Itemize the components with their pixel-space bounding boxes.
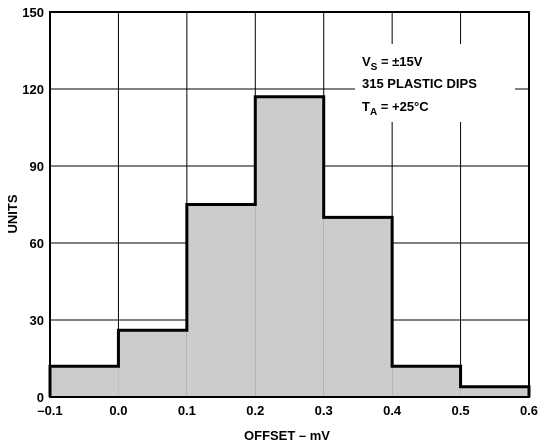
- x-tick-label: 0.3: [315, 403, 333, 418]
- y-tick-label: 30: [30, 313, 44, 328]
- histogram-bar: [392, 366, 461, 397]
- histogram-bar: [186, 204, 256, 397]
- x-tick-labels: –0.1 0.0 0.1 0.2 0.3 0.4 0.5 0.6: [37, 403, 538, 418]
- annotation-sample-count: 315 PLASTIC DIPS: [362, 76, 477, 91]
- y-tick-label: 120: [22, 82, 44, 97]
- y-axis-label: UNITS: [5, 194, 20, 233]
- histogram-bars: [48, 95, 531, 397]
- annotation-supply-voltage: VS = ±15V: [362, 54, 423, 73]
- x-tick-label: 0.0: [109, 403, 127, 418]
- x-tick-label: –0.1: [37, 403, 62, 418]
- annotation-box: VS = ±15V 315 PLASTIC DIPS TA = +25°C: [355, 44, 515, 122]
- x-tick-label: 0.2: [246, 403, 264, 418]
- y-tick-label: 60: [30, 236, 44, 251]
- annotation-temperature: TA = +25°C: [362, 99, 429, 118]
- histogram-bar: [50, 366, 119, 397]
- y-tick-label: 90: [30, 159, 44, 174]
- histogram-bar: [323, 217, 393, 397]
- x-axis-label: OFFSET – mV: [244, 428, 330, 443]
- x-tick-label: 0.1: [178, 403, 196, 418]
- y-tick-label: 150: [22, 5, 44, 20]
- histogram-bar: [255, 96, 324, 397]
- y-tick-labels: 0 30 60 90 120 150: [22, 5, 44, 405]
- y-tick-label: 0: [37, 390, 44, 405]
- x-tick-label: 0.6: [520, 403, 538, 418]
- plot-frame: [49, 11, 530, 398]
- histogram-bar: [118, 330, 187, 397]
- histogram-bar: [460, 386, 529, 397]
- annotation-background: [355, 44, 515, 122]
- x-tick-label: 0.4: [383, 403, 402, 418]
- histogram-outline: [48, 95, 531, 397]
- x-tick-label: 0.5: [452, 403, 470, 418]
